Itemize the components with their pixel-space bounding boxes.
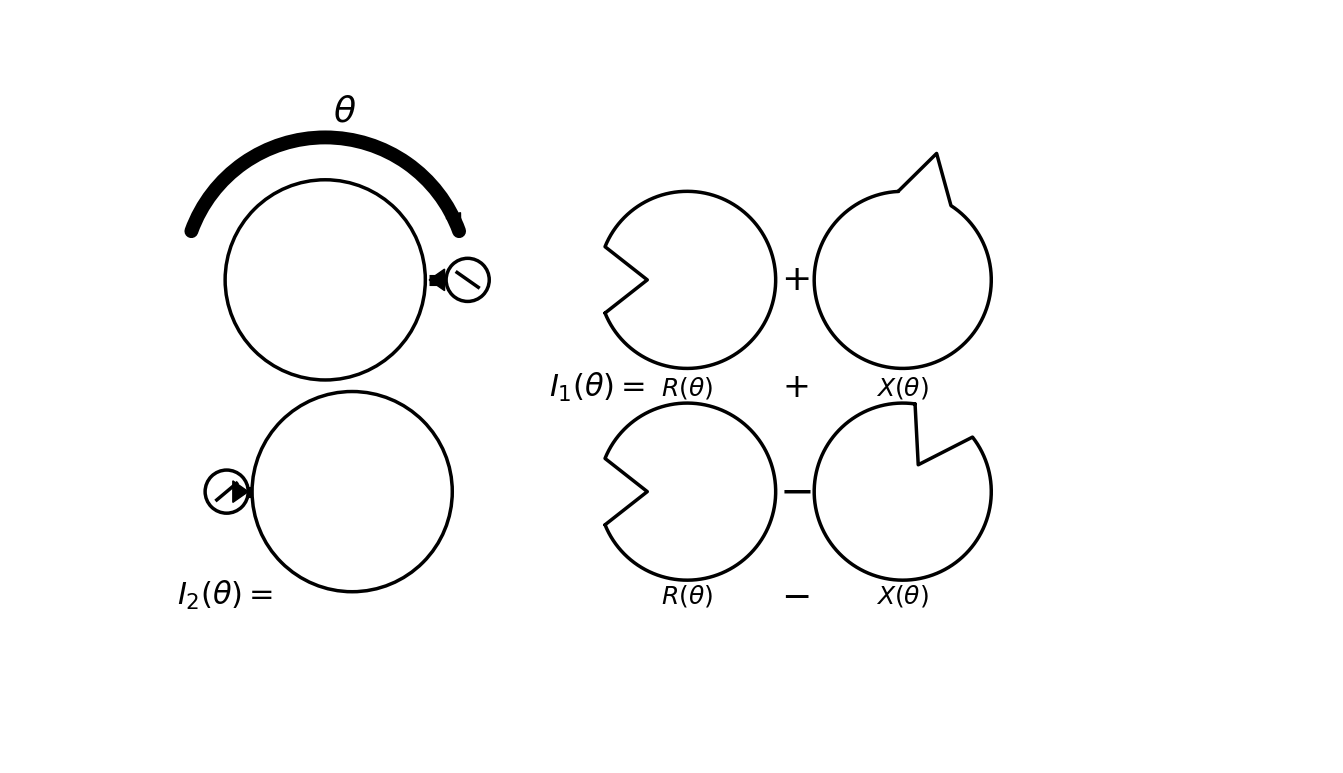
Polygon shape — [814, 153, 991, 369]
Polygon shape — [430, 269, 445, 291]
Polygon shape — [446, 213, 461, 236]
Circle shape — [252, 391, 453, 591]
Circle shape — [205, 470, 248, 513]
Text: $-$: $-$ — [779, 471, 811, 512]
Text: $+$: $+$ — [780, 263, 810, 297]
Polygon shape — [606, 403, 776, 581]
Text: $R(\theta)$: $R(\theta)$ — [661, 583, 713, 608]
Polygon shape — [814, 403, 991, 581]
Text: $+$: $+$ — [782, 371, 808, 404]
Circle shape — [446, 258, 489, 301]
Text: $-$: $-$ — [780, 578, 810, 612]
Text: $X(\theta)$: $X(\theta)$ — [876, 375, 929, 400]
Polygon shape — [232, 481, 248, 502]
Circle shape — [226, 180, 426, 380]
Text: $I_1(\theta) =$: $I_1(\theta) =$ — [548, 371, 645, 404]
Text: $\theta$: $\theta$ — [333, 94, 356, 128]
Text: $X(\theta)$: $X(\theta)$ — [876, 583, 929, 608]
Text: $I_2(\theta) =$: $I_2(\theta) =$ — [177, 579, 274, 612]
Text: $R(\theta)$: $R(\theta)$ — [661, 375, 713, 400]
Polygon shape — [606, 192, 776, 369]
